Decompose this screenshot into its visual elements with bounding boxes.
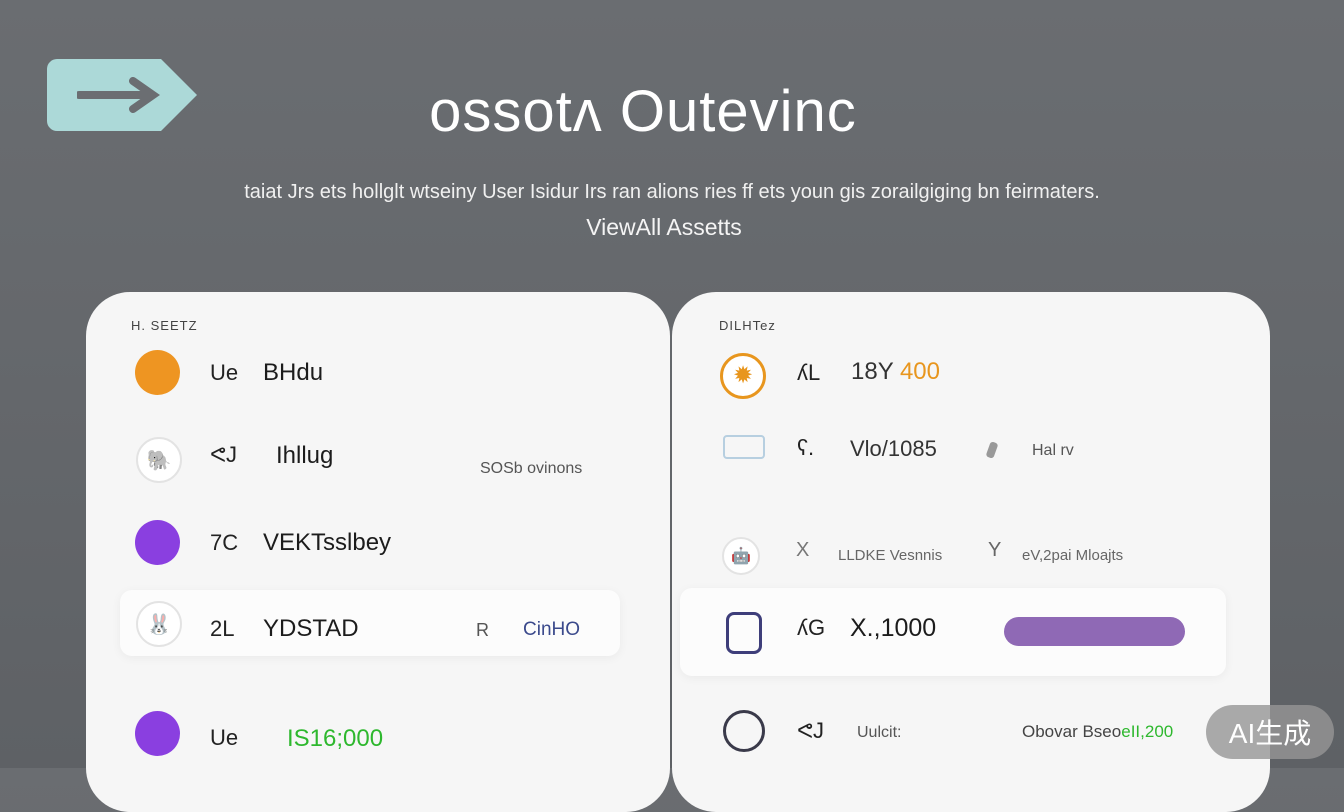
robot-icon: 🤖	[722, 537, 760, 575]
asset-value: LLDKE Vesnnis	[838, 547, 943, 564]
asset-value: IS16;000	[287, 725, 384, 752]
backpack-icon	[726, 612, 762, 654]
assets-card-right	[672, 292, 1270, 812]
asset-value-highlight: 400	[899, 358, 940, 385]
y-icon: Y	[988, 539, 1002, 561]
card-icon	[723, 435, 765, 459]
asset-name: BHdu	[263, 359, 324, 386]
asset-detail: SOSb ovinons	[480, 460, 583, 477]
purple-circle-icon	[135, 520, 180, 565]
list-item[interactable]: ʕ. Vlo/1085 Hal rv	[672, 430, 1270, 470]
asset-name: Ihllug	[276, 442, 334, 469]
asset-detail: eV,2pai Mloajts	[1022, 547, 1124, 564]
asset-code: ʎG	[797, 615, 826, 640]
orange-circle-icon	[135, 350, 180, 395]
elephant-icon: 🐘	[136, 437, 182, 483]
list-item[interactable]: Ue BHdu	[86, 350, 670, 398]
rabbit-icon: 🐰	[136, 601, 182, 647]
asset-value: Vlo/1085	[850, 436, 937, 461]
list-item[interactable]: 🐘 ᕙJ Ihllug SOSb ovinons	[86, 436, 670, 484]
back-button[interactable]	[47, 59, 197, 131]
ai-generated-watermark: AI生成	[1206, 705, 1334, 759]
asset-code: Ue	[210, 725, 239, 750]
card-label: DILHTez	[719, 318, 776, 333]
hourglass-icon: X	[796, 539, 810, 561]
progress-bar	[1004, 617, 1185, 646]
asset-name: YDSTAD	[263, 615, 359, 642]
purple-circle-icon	[135, 711, 180, 756]
asset-code: 7C	[210, 530, 239, 555]
asset-code: ʕ.	[797, 435, 815, 460]
list-item[interactable]: ✹ ʎL 18Y 400	[672, 352, 1270, 399]
asset-detail: CinHO	[523, 619, 581, 640]
assets-card-left	[86, 292, 670, 812]
card-label: H. SEETZ	[131, 318, 198, 333]
view-all-assets-link[interactable]: ViewAll Assetts	[586, 214, 742, 240]
r-icon: R	[476, 620, 489, 640]
asset-detail-value: eII,200	[1121, 722, 1174, 741]
asset-value: 18Y	[851, 358, 894, 385]
list-item-highlighted[interactable]: 🐰 2L YDSTAD R CinHO	[120, 590, 620, 656]
asset-code: 2L	[210, 616, 235, 641]
page-subtitle: taiat Jrs ets hollglt wtseiny User Isidu…	[244, 181, 1100, 203]
pen-icon	[985, 441, 999, 459]
asset-name: VEKTsslbey	[263, 529, 392, 556]
asset-code: ʎL	[797, 360, 821, 385]
page-title: ossotʌ Outevinc	[429, 79, 857, 144]
list-item[interactable]: ᕙJ Uulcit: Obovar BseoeII,200	[672, 708, 1270, 756]
arrow-right-icon	[77, 77, 160, 113]
asset-value: Uulcit:	[857, 724, 902, 741]
asset-code: ᕙJ	[210, 442, 237, 467]
list-item[interactable]: 7C VEKTsslbey	[86, 520, 670, 568]
asset-value: X.,1000	[850, 614, 937, 642]
list-item[interactable]: Ue IS16;000	[86, 711, 670, 759]
asset-code: ᕙJ	[797, 718, 824, 743]
asset-code: Ue	[210, 360, 239, 385]
list-item[interactable]: 🤖 X LLDKE Vesnnis Y eV,2pai Mloajts	[672, 537, 1270, 577]
asset-detail: Hal rv	[1032, 442, 1074, 459]
bag-icon	[723, 710, 765, 752]
asset-detail: Obovar Bseo	[1022, 722, 1122, 741]
orange-badge-icon: ✹	[720, 353, 766, 399]
